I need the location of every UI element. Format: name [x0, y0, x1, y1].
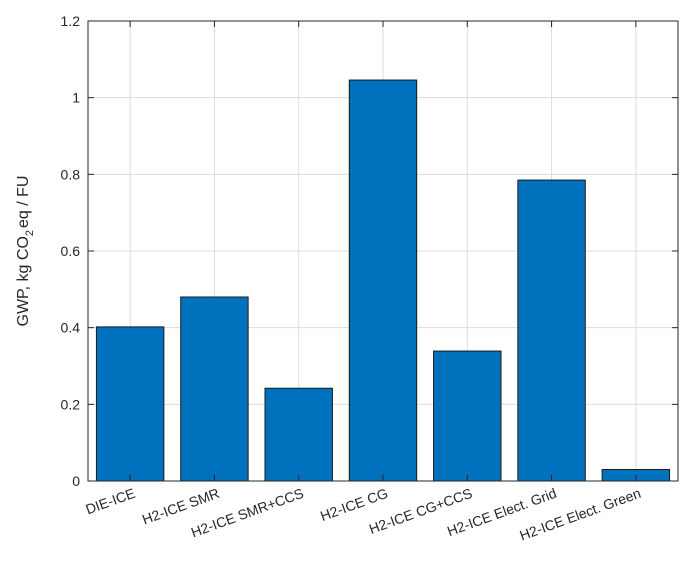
- y-axis-label: GWP, kg CO2 eq / FU: [15, 176, 36, 327]
- bar-h2-ice-smr: [180, 296, 249, 482]
- bar-h2-ice-cg: [348, 79, 418, 482]
- x-tick-label: DIE-ICE: [83, 485, 137, 518]
- y-axis-label-subscript: 2: [24, 230, 36, 236]
- y-tick-label: 0.8: [61, 166, 81, 182]
- y-tick-label: 0.4: [61, 320, 81, 336]
- y-axis-label-unit: eq / FU: [15, 176, 32, 228]
- bars: [95, 79, 671, 482]
- bar-h2-ice-elect-grid: [517, 179, 586, 482]
- y-tick-label: 1: [72, 90, 80, 106]
- y-tick-label: 0: [72, 473, 80, 489]
- y-tick-label: 0.2: [61, 396, 81, 412]
- y-axis-ticks: 0 0.2 0.4 0.6 0.8 1 1.2: [61, 13, 678, 489]
- bar-h2-ice-cg-ccs: [433, 350, 502, 482]
- bar-die-ice: [95, 326, 165, 482]
- y-axis-label-main: GWP, kg CO: [15, 236, 32, 326]
- bar-h2-ice-smr-ccs: [264, 387, 333, 482]
- y-tick-label: 0.6: [61, 243, 81, 259]
- y-tick-label: 1.2: [61, 13, 81, 29]
